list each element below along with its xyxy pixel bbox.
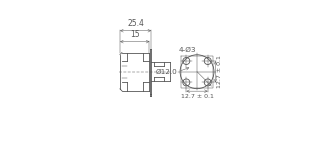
Text: Ø12.0: Ø12.0: [156, 69, 177, 75]
Text: 4-Ø3: 4-Ø3: [179, 47, 196, 53]
Text: 15: 15: [130, 30, 139, 39]
Text: 25.4: 25.4: [127, 19, 144, 28]
Text: 12.7 ± 0.1: 12.7 ± 0.1: [181, 94, 214, 99]
Text: 12.7 ± 0.1: 12.7 ± 0.1: [217, 55, 222, 88]
